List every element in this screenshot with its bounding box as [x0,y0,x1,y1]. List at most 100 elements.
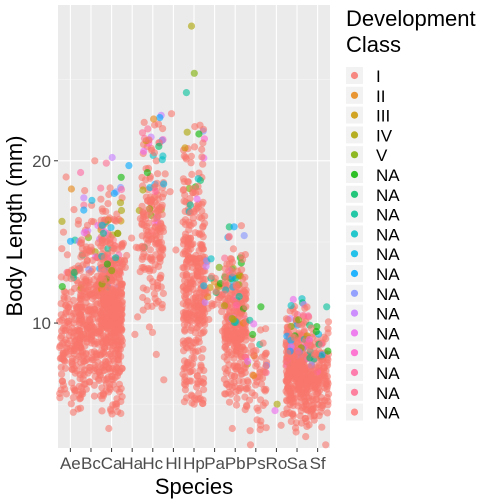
data-point [303,393,311,401]
data-point [311,382,319,390]
data-point [202,262,210,270]
data-point [182,89,190,97]
legend-entry-label: II [376,87,385,106]
data-point [100,276,108,284]
data-point [66,237,75,245]
data-point [284,324,292,332]
data-point [243,377,252,385]
data-point [180,178,188,186]
data-point [221,331,229,339]
data-point [156,114,164,122]
data-point [284,316,292,324]
data-point [190,143,199,151]
data-point [180,185,188,194]
data-point [181,326,189,334]
data-point [198,354,206,362]
data-point [58,245,66,253]
x-tick-label: Ae [60,454,81,473]
data-point [117,409,125,417]
data-point [258,374,267,382]
data-point [291,309,299,317]
data-point [241,393,249,401]
data-point [184,298,192,306]
data-point [108,267,116,275]
legend-entry-label: NA [376,404,400,423]
legend-key-dot [350,71,359,80]
data-point [77,390,85,398]
data-point [236,285,244,293]
y-axis-title: Body Length (mm) [2,136,27,317]
data-point [76,266,84,274]
data-point [101,350,109,358]
data-point [324,325,332,333]
data-point [112,402,120,410]
data-point [242,303,250,311]
data-point [113,310,121,318]
legend-entry-label: NA [376,245,400,264]
x-tick-label: Sa [287,454,308,473]
data-point [248,389,256,397]
data-point [78,303,86,311]
data-point [295,316,303,324]
data-point [227,371,236,379]
data-point [110,245,118,253]
data-point [195,390,203,398]
data-point [232,363,241,371]
data-point [240,232,248,240]
data-point [114,297,122,305]
legend-key-dot [350,408,359,416]
data-point [224,350,232,358]
x-tick-label: Ha [121,454,143,473]
data-point [68,359,76,367]
data-point [151,198,159,206]
data-point [58,283,66,291]
legend-entry-label: NA [376,206,400,225]
data-point [115,341,123,349]
data-point [94,340,102,348]
legend-key-dot [350,289,359,297]
data-point [86,305,94,313]
data-point [155,142,163,150]
data-point [112,254,120,262]
data-point [253,360,261,368]
data-point [235,377,243,385]
data-point [297,419,306,427]
data-point [228,314,236,323]
data-point [220,375,228,383]
data-point [106,240,114,248]
data-point [150,115,158,123]
data-point [187,22,196,30]
data-point [97,184,105,192]
data-points [56,22,333,449]
data-point [305,339,313,347]
data-point [144,125,152,133]
data-point [184,285,192,293]
data-point [82,357,90,365]
data-point [273,400,281,408]
data-point [230,223,238,231]
data-point [138,129,147,137]
data-point [65,307,73,315]
data-point [114,229,122,237]
data-point [56,394,64,402]
data-point [196,121,204,129]
data-point [225,233,233,241]
data-point [100,254,108,262]
data-point [67,328,75,336]
data-point [67,288,75,296]
data-point [138,173,146,182]
data-point [77,168,85,177]
data-point [285,381,293,389]
data-point [220,302,229,310]
data-point [157,238,166,247]
data-point [182,155,190,163]
data-point [87,339,95,347]
data-point [139,306,147,314]
data-point [77,334,85,342]
data-point [199,160,207,168]
data-point [294,350,302,358]
data-point [125,162,133,170]
data-point [159,152,167,160]
data-point [159,289,167,298]
data-point [88,256,96,265]
